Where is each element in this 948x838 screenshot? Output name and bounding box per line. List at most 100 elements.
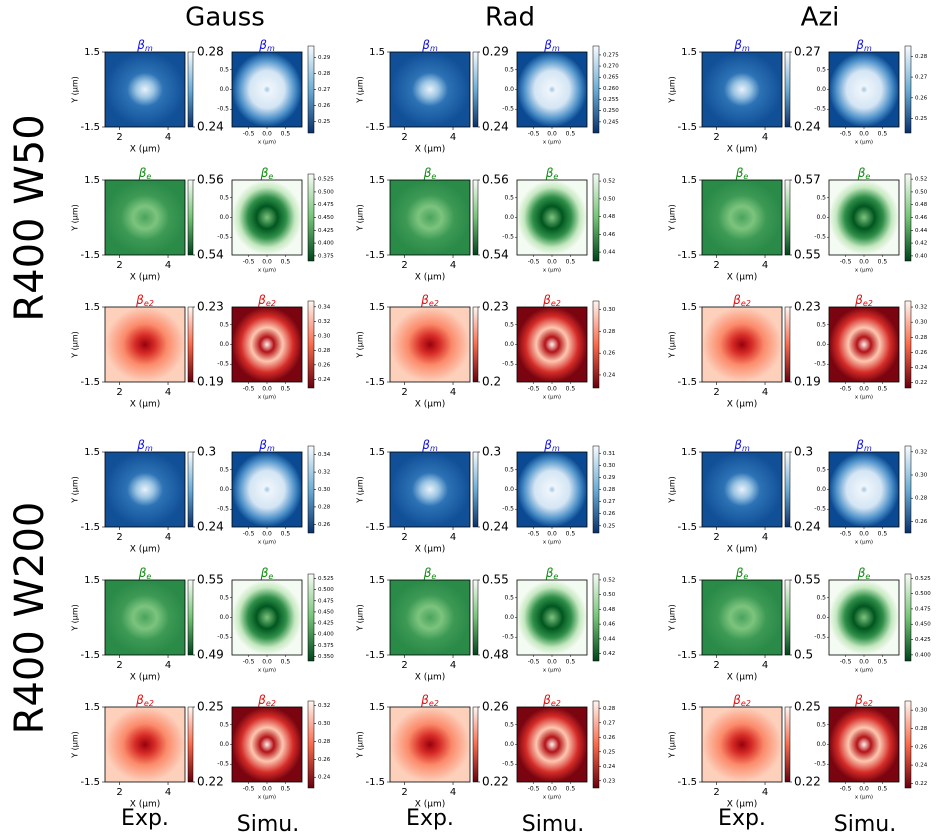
colorbar <box>784 51 791 128</box>
panel-title: βe <box>735 566 749 581</box>
x-tick-label: 4 <box>450 660 456 671</box>
title-sub: m <box>430 44 438 53</box>
title-symbol: β <box>542 293 551 307</box>
colorbar-tick-label: 0.54 <box>482 248 509 262</box>
colorbar-tick-label: 0.30 <box>915 473 928 479</box>
y-tick-label: 0.0 <box>504 486 514 493</box>
x-tick-label: 0.5 <box>281 131 291 138</box>
exp-map <box>104 706 186 783</box>
title-symbol: β <box>421 38 430 52</box>
panel-title: βm <box>733 438 750 453</box>
y-tick-label: 1.5 <box>84 47 100 58</box>
x-tick-label: 0.0 <box>859 259 869 266</box>
exp-map <box>701 579 783 656</box>
title-sub: m <box>552 44 560 53</box>
y-tick-label: -0.5 <box>814 761 826 768</box>
title-sub: m <box>864 444 872 453</box>
x-tick-label: 2 <box>116 787 122 798</box>
colorbar <box>187 706 194 783</box>
colorbar-tick-label: 0.2 <box>482 375 501 389</box>
y-tick-label: 1.5 <box>84 175 100 186</box>
x-tick-label: 0.0 <box>547 531 557 538</box>
x-axis-label: x (µm) <box>543 268 561 274</box>
title-sub: e2 <box>551 699 561 708</box>
y-tick-label: 1.5 <box>681 575 697 586</box>
x-tick-label: 2 <box>116 260 122 271</box>
y-tick-label: 1.5 <box>681 702 697 713</box>
colorbar-tick-label: 0.56 <box>482 173 509 187</box>
title-symbol: β <box>260 566 269 580</box>
title-sub: m <box>864 44 872 53</box>
y-tick-label: -0.5 <box>217 106 229 113</box>
y-tick-label: 0.0 <box>504 214 514 221</box>
colorbar-tick-label: 0.525 <box>915 576 931 582</box>
colorbar-tick-label: 0.55 <box>794 248 821 262</box>
colorbar-tick-label: 0.44 <box>915 228 928 234</box>
colorbar <box>307 173 315 262</box>
colorbar <box>592 45 600 134</box>
y-tick-label: 1.5 <box>681 302 697 313</box>
colorbar-tick-label: 0.425 <box>318 621 334 627</box>
colorbar-tick-label: 0.260 <box>603 86 619 92</box>
panel-title: βm <box>855 438 872 453</box>
exp-map <box>104 579 186 656</box>
title-sub: e2 <box>741 299 751 308</box>
colorbar <box>784 451 791 528</box>
colorbar-tick-label: 0.3 <box>197 445 216 459</box>
x-tick-label: 0.5 <box>878 531 888 538</box>
x-tick-label: 0.0 <box>859 531 869 538</box>
x-tick-label: 2 <box>713 532 719 543</box>
panel-title: βe <box>138 566 152 581</box>
y-tick-label: 0.5 <box>219 594 229 601</box>
y-tick-label: 0.0 <box>504 741 514 748</box>
x-tick-label: 2 <box>401 132 407 143</box>
x-tick-label: 0.5 <box>281 659 291 666</box>
y-tick-label: -1.5 <box>365 377 385 388</box>
x-tick-label: 0.0 <box>547 259 557 266</box>
title-symbol: β <box>733 38 742 52</box>
colorbar-tick-label: 0.24 <box>915 365 928 371</box>
colorbar-tick-label: 0.27 <box>318 87 331 93</box>
panel-title: βm <box>136 438 153 453</box>
x-tick-label: 0.5 <box>878 131 888 138</box>
y-tick-label: 1.5 <box>369 575 385 586</box>
y-tick-label: 1.5 <box>369 447 385 458</box>
title-sub: e <box>553 572 558 581</box>
colorbar-tick-label: 0.27 <box>915 75 928 81</box>
x-axis-label: x (µm) <box>258 540 276 546</box>
colorbar-tick-label: 0.40 <box>915 253 928 259</box>
colorbar-tick-label: 0.24 <box>794 520 821 534</box>
colorbar-tick-label: 0.57 <box>794 173 821 187</box>
x-tick-label: 0.5 <box>566 386 576 393</box>
title-sub: e <box>146 172 151 181</box>
colorbar-tick-label: 0.55 <box>482 573 509 587</box>
x-axis-label: x (µm) <box>855 668 873 674</box>
x-tick-label: 0.0 <box>859 131 869 138</box>
y-tick-label: 0.0 <box>816 341 826 348</box>
column-title: Rad <box>485 3 535 33</box>
x-tick-label: 4 <box>165 787 171 798</box>
colorbar-tick-label: 0.3 <box>794 445 813 459</box>
y-tick-label: -0.5 <box>814 361 826 368</box>
title-symbol: β <box>857 166 866 180</box>
x-axis-label: X (µm) <box>130 800 161 810</box>
colorbar-tick-label: 0.42 <box>915 241 927 247</box>
title-sub: e2 <box>863 299 873 308</box>
exp-map <box>389 451 471 528</box>
colorbar-tick-label: 0.49 <box>197 648 224 662</box>
title-sub: e <box>146 572 151 581</box>
colorbar-tick-label: 0.22 <box>197 775 224 789</box>
x-axis-label: x (µm) <box>543 395 561 401</box>
x-tick-label: -0.5 <box>243 531 255 538</box>
x-tick-label: 2 <box>713 787 719 798</box>
title-sub: e <box>743 572 748 581</box>
panel-title: βm <box>543 38 560 53</box>
exp-map <box>104 451 186 528</box>
y-tick-label: -0.5 <box>502 506 514 513</box>
panel-title: βe2 <box>135 293 154 308</box>
panel-title: βm <box>543 438 560 453</box>
title-sub: e <box>553 172 558 181</box>
colorbar-tick-label: 0.525 <box>318 177 334 183</box>
x-tick-label: 0.0 <box>262 659 272 666</box>
colorbar-tick-label: 0.26 <box>603 351 616 357</box>
